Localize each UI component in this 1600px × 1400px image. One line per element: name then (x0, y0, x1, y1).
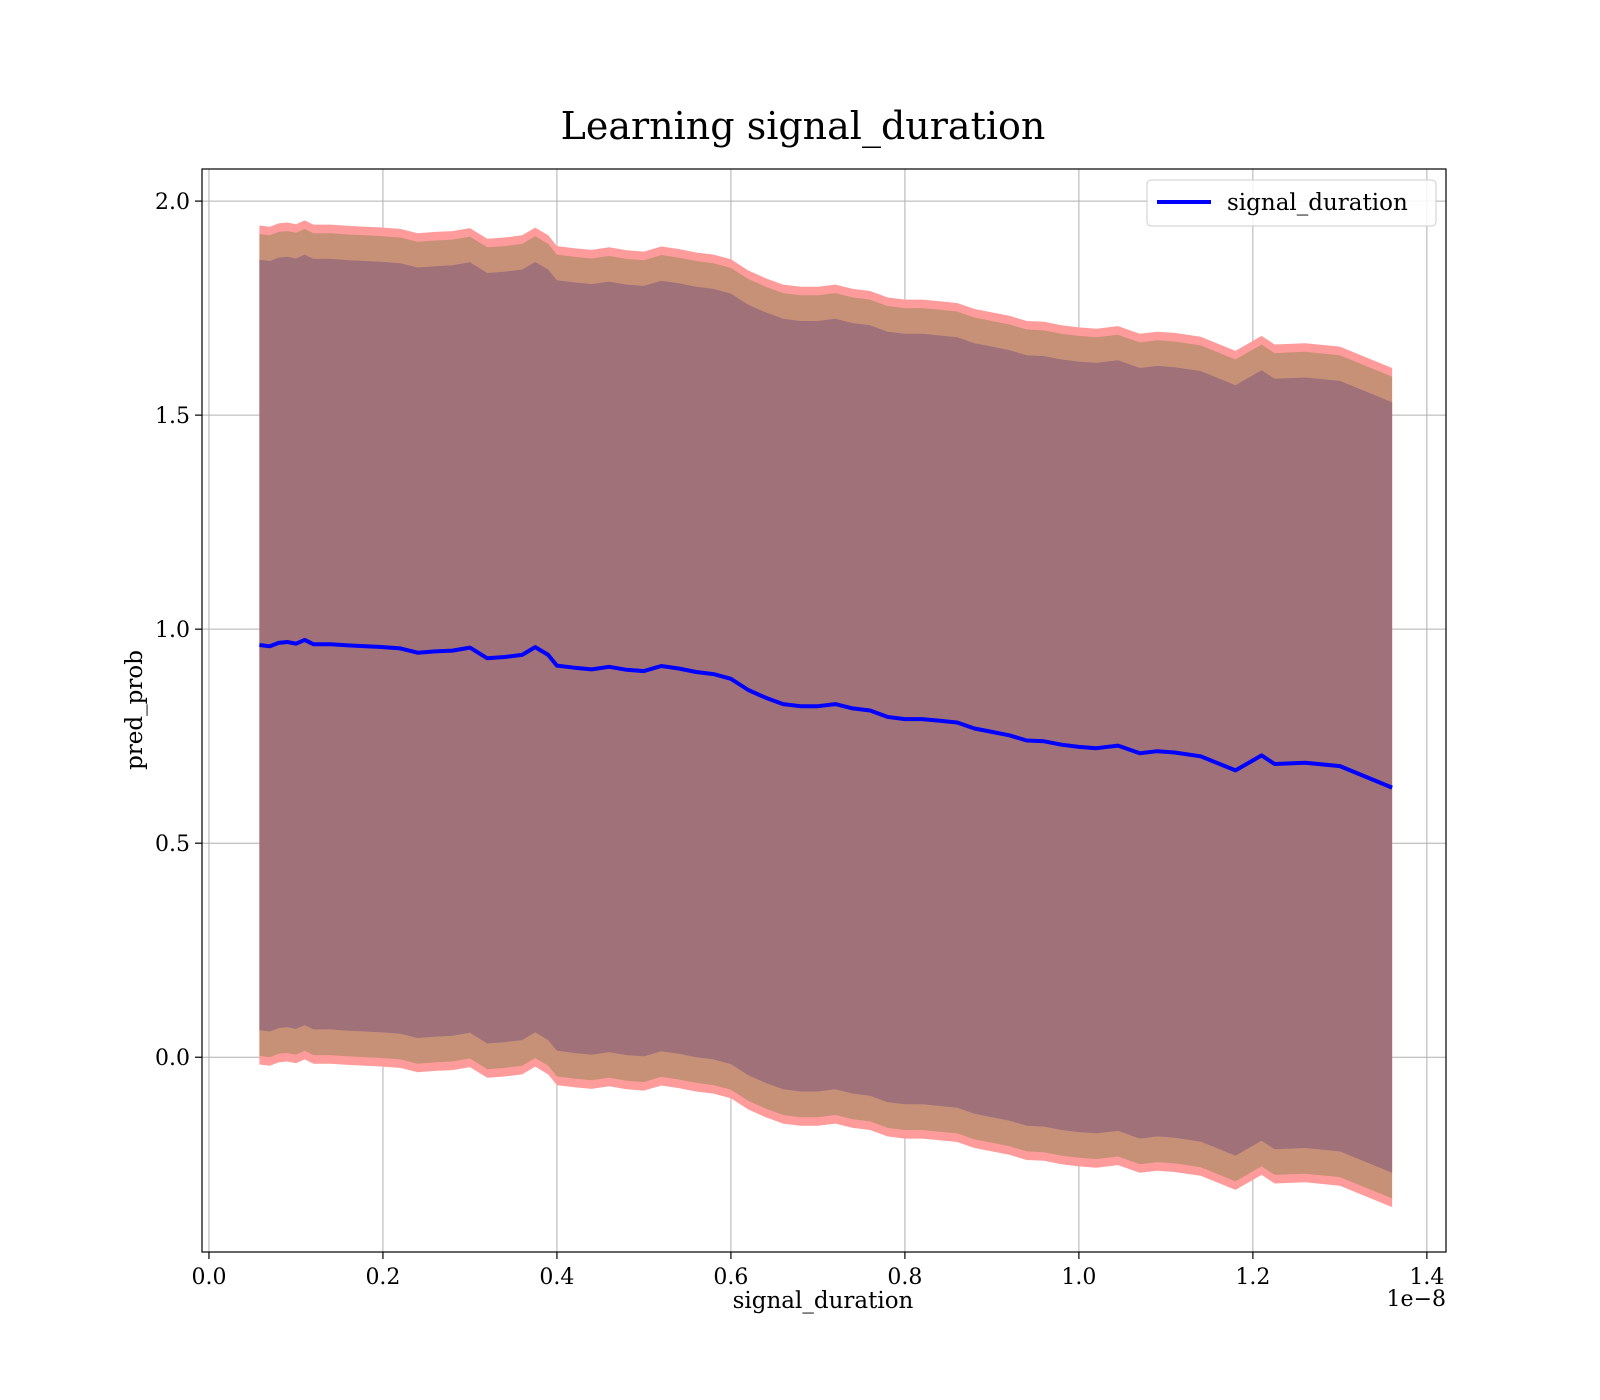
x-tick-label: 0.0 (191, 1265, 226, 1290)
legend-label-signal-duration: signal_duration (1227, 190, 1408, 216)
y-axis-label: pred_prob (122, 650, 148, 770)
x-tick-label: 0.2 (365, 1265, 400, 1290)
x-tick-label: 0.6 (713, 1265, 748, 1290)
band-inner (259, 254, 1393, 1173)
x-tick-label: 1.2 (1235, 1265, 1270, 1290)
legend-box (1146, 179, 1437, 227)
x-axis-label: signal_duration (733, 1288, 914, 1314)
line-layer (259, 637, 1393, 790)
legend: signal_duration (1146, 179, 1437, 227)
y-tick-label: 2.0 (155, 190, 190, 215)
y-tick-label: 1.5 (155, 404, 190, 429)
y-tick-label: 0.5 (155, 832, 190, 857)
chart-title: Learning signal_duration (561, 104, 1046, 149)
x-tick-label: 0.4 (539, 1265, 574, 1290)
y-tick-label: 1.0 (155, 618, 190, 643)
y-tick-label: 0.0 (155, 1046, 190, 1071)
x-tick-label: 1.0 (1061, 1265, 1096, 1290)
plot-frame (201, 168, 1447, 1253)
series-line-signal-duration (259, 637, 1393, 790)
band-layer (259, 220, 1393, 1208)
x-offset-label: 1e−8 (1387, 1287, 1446, 1312)
x-tick-label: 0.8 (887, 1265, 922, 1290)
tick-layer: 0.0 0.2 0.4 0.6 0.8 1.0 1.2 1.4 0.0 0.5 1.0 1.5 2.0 (155, 190, 1444, 1290)
x-tick-label: 1.4 (1409, 1265, 1444, 1290)
